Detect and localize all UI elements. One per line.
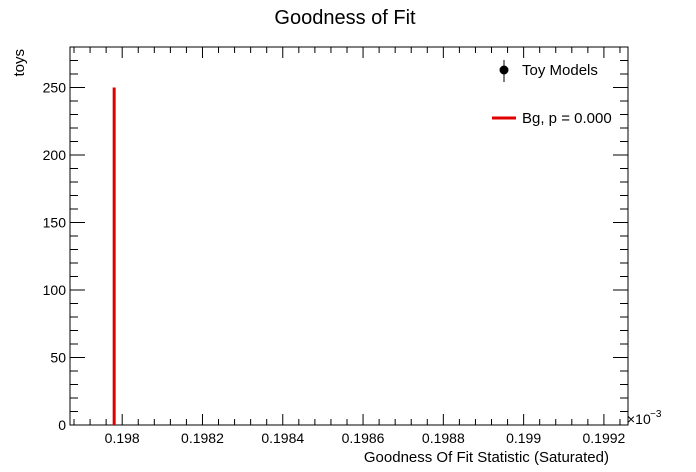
x-axis-ticks: 0.198 0.1982 0.1984 0.1986 0.1988 0.199 0.1992 <box>73 47 626 446</box>
legend-toy-marker <box>499 65 509 75</box>
y-axis-ticks: 0 50 100 150 200 250 <box>43 46 628 433</box>
legend-bg-label: Bg, p = 0.000 <box>522 110 612 127</box>
x-tick-label: 0.1986 <box>342 430 385 446</box>
plot-frame-rect <box>69 46 629 426</box>
legend-toy-label: Toy Models <box>522 62 598 79</box>
x-axis-label: Goodness Of Fit Statistic (Saturated) <box>364 449 609 466</box>
x-multiplier-base: ×10 <box>627 411 651 427</box>
x-tick-label: 0.1992 <box>582 430 625 446</box>
plot-frame <box>69 46 629 426</box>
y-tick-label: 250 <box>43 80 67 96</box>
x-tick-label: 0.1988 <box>422 430 465 446</box>
y-tick-label: 50 <box>50 350 66 366</box>
legend: Toy Models Bg, p = 0.000 <box>492 60 612 127</box>
y-axis-label: toys <box>11 49 28 77</box>
x-tick-label: 0.1984 <box>261 430 304 446</box>
y-tick-label: 100 <box>43 282 67 298</box>
x-tick-label: 0.199 <box>506 430 541 446</box>
chart-title: Goodness of Fit <box>274 7 416 29</box>
y-tick-label: 200 <box>43 147 67 163</box>
y-tick-label: 150 <box>43 215 67 231</box>
y-tick-label: 0 <box>58 417 66 433</box>
x-multiplier-exponent: −3 <box>650 409 662 420</box>
x-tick-label: 0.198 <box>105 430 140 446</box>
x-axis-multiplier: ×10 −3 <box>627 409 662 427</box>
x-tick-label: 0.1982 <box>181 430 224 446</box>
